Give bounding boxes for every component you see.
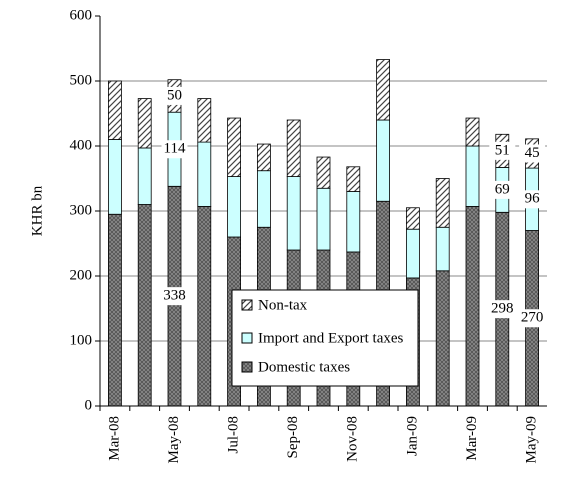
y-tick-label: 600 xyxy=(70,7,93,23)
data-label: 69 xyxy=(495,181,510,197)
legend-swatch xyxy=(241,361,253,373)
bar-segment xyxy=(316,187,331,251)
data-label: 338 xyxy=(163,288,186,304)
legend-box xyxy=(231,289,419,387)
data-label-bg xyxy=(489,141,516,160)
data-label: 270 xyxy=(521,310,544,326)
legend-label: Non-tax xyxy=(258,297,308,313)
data-label: 50 xyxy=(167,87,182,103)
data-label-bg xyxy=(489,300,516,319)
bar-segment xyxy=(316,156,331,189)
bar-segment xyxy=(376,59,391,121)
bar-segment xyxy=(137,147,152,205)
bar-segment xyxy=(465,117,480,147)
bar-segment xyxy=(256,170,271,228)
bar-segment xyxy=(435,226,450,272)
x-tick-label: May-08 xyxy=(166,416,182,464)
y-tick-label: 300 xyxy=(70,202,93,218)
data-label: 96 xyxy=(525,191,541,207)
bar-segment xyxy=(137,204,152,407)
bar-segment xyxy=(108,213,122,407)
x-tick-label: May-09 xyxy=(524,416,540,464)
data-label-bg xyxy=(519,190,546,209)
bar-segment xyxy=(286,176,301,251)
data-label-bg xyxy=(161,86,188,105)
bar-segment xyxy=(346,191,361,253)
plot: 0 100 200 300 400 500 600 Mar-08 May-08 Jul-08 Sep… xyxy=(70,7,547,464)
bar-segment xyxy=(286,119,301,177)
bar-segment xyxy=(197,141,212,207)
y-axis-label: KHR bn xyxy=(29,185,45,236)
legend-swatch xyxy=(241,332,253,344)
data-label: 45 xyxy=(525,145,540,161)
bar-segment xyxy=(197,98,212,143)
data-label: 51 xyxy=(495,142,510,158)
legend-label: Domestic taxes xyxy=(258,359,350,375)
bar-segment xyxy=(256,143,271,172)
bar-segment xyxy=(376,119,391,202)
data-label-bg xyxy=(161,287,188,306)
y-tick-label: 400 xyxy=(70,137,93,153)
x-tick-label: Jan-09 xyxy=(404,416,420,456)
bar-segment xyxy=(435,270,450,407)
bar-segment xyxy=(108,139,122,215)
bar-segment xyxy=(465,145,480,207)
x-tick-label: Jul-08 xyxy=(226,416,242,454)
data-label-bg xyxy=(161,140,188,159)
bar-segment xyxy=(465,206,480,407)
legend: Non-tax Import and Export taxes Domestic… xyxy=(231,289,419,387)
data-label: 114 xyxy=(164,141,186,157)
x-tick-label: Sep-08 xyxy=(285,416,301,459)
bar-segment xyxy=(435,178,450,228)
data-label: 298 xyxy=(491,301,514,317)
x-tick-label: Nov-08 xyxy=(345,416,361,462)
y-tick-label: 0 xyxy=(85,397,93,413)
x-tick-label: Mar-09 xyxy=(464,416,480,461)
x-tick-label: Mar-08 xyxy=(106,416,122,461)
legend-swatch xyxy=(241,299,253,311)
bar-segment xyxy=(227,117,242,177)
y-tick-label: 200 xyxy=(70,267,93,283)
bar-segment xyxy=(346,166,361,192)
bar-segment xyxy=(137,98,152,149)
legend-label: Import and Export taxes xyxy=(258,330,404,346)
bar-segment xyxy=(405,207,420,230)
data-label-bg xyxy=(519,144,546,163)
y-tick-label: 100 xyxy=(70,332,93,348)
y-tick-label: 500 xyxy=(70,72,93,88)
bar-segment xyxy=(108,80,122,140)
bar-segment xyxy=(405,228,420,279)
bar-segment xyxy=(197,206,212,407)
data-label-bg xyxy=(519,309,546,328)
bar-segment xyxy=(227,176,242,238)
data-label-bg xyxy=(489,180,516,199)
